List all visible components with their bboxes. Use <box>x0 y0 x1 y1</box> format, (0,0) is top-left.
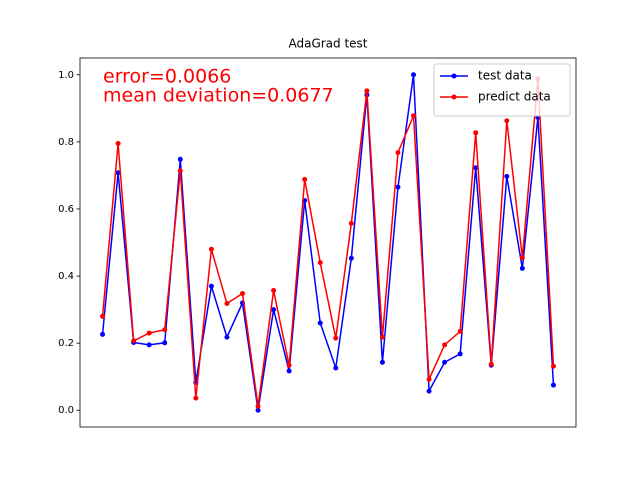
point <box>550 382 556 388</box>
annotation: error=0.0066 <box>103 66 231 88</box>
point <box>519 255 525 261</box>
y-tick-label: 0.6 <box>58 204 74 215</box>
series-line <box>101 78 555 407</box>
y-tick-label: 0.4 <box>58 271 74 282</box>
point <box>286 368 292 374</box>
point <box>333 365 339 371</box>
point <box>395 150 401 156</box>
legend-label: predict data <box>478 90 551 104</box>
point <box>115 170 121 176</box>
point <box>146 330 152 336</box>
annotation: mean deviation=0.0677 <box>103 85 334 107</box>
point <box>255 407 261 413</box>
point <box>426 376 432 382</box>
point <box>146 342 152 348</box>
point <box>162 327 168 333</box>
point <box>457 328 463 334</box>
point <box>488 361 494 367</box>
point <box>411 72 417 78</box>
point <box>457 351 463 357</box>
legend-box <box>433 63 571 117</box>
point <box>271 287 277 293</box>
chart-title: AdaGrad test <box>288 37 367 51</box>
point <box>208 246 214 252</box>
legend-marker <box>451 73 457 79</box>
point <box>442 342 448 348</box>
point <box>473 165 479 171</box>
point <box>208 283 214 289</box>
point <box>426 388 432 394</box>
y-tick-label: 0.0 <box>58 405 74 416</box>
point <box>193 395 199 401</box>
point <box>177 156 183 162</box>
point <box>302 176 308 182</box>
point <box>100 313 106 319</box>
point <box>442 359 448 365</box>
point <box>473 130 479 136</box>
point <box>224 301 230 307</box>
point <box>317 260 323 266</box>
point <box>286 362 292 368</box>
y-tick-label: 1.0 <box>58 70 74 81</box>
point <box>411 113 417 119</box>
legend-label: test data <box>478 69 532 83</box>
point <box>504 173 510 179</box>
point <box>504 118 510 124</box>
point <box>550 363 556 369</box>
point <box>100 331 106 337</box>
point <box>395 184 401 190</box>
series-line <box>101 74 555 411</box>
point <box>162 340 168 346</box>
point <box>333 335 339 341</box>
point <box>348 255 354 261</box>
point <box>115 141 121 147</box>
point <box>519 265 525 271</box>
legend-marker <box>451 94 457 100</box>
y-tick-label: 0.2 <box>58 338 74 349</box>
point <box>255 403 261 409</box>
point <box>224 334 230 340</box>
point <box>271 307 277 313</box>
point <box>239 290 245 296</box>
plot-area <box>79 57 577 428</box>
point <box>131 338 137 344</box>
point <box>379 359 385 365</box>
point <box>348 220 354 226</box>
y-tick-label: 0.8 <box>58 137 74 148</box>
point <box>379 334 385 340</box>
point <box>317 320 323 326</box>
point <box>364 88 370 94</box>
point <box>177 168 183 174</box>
